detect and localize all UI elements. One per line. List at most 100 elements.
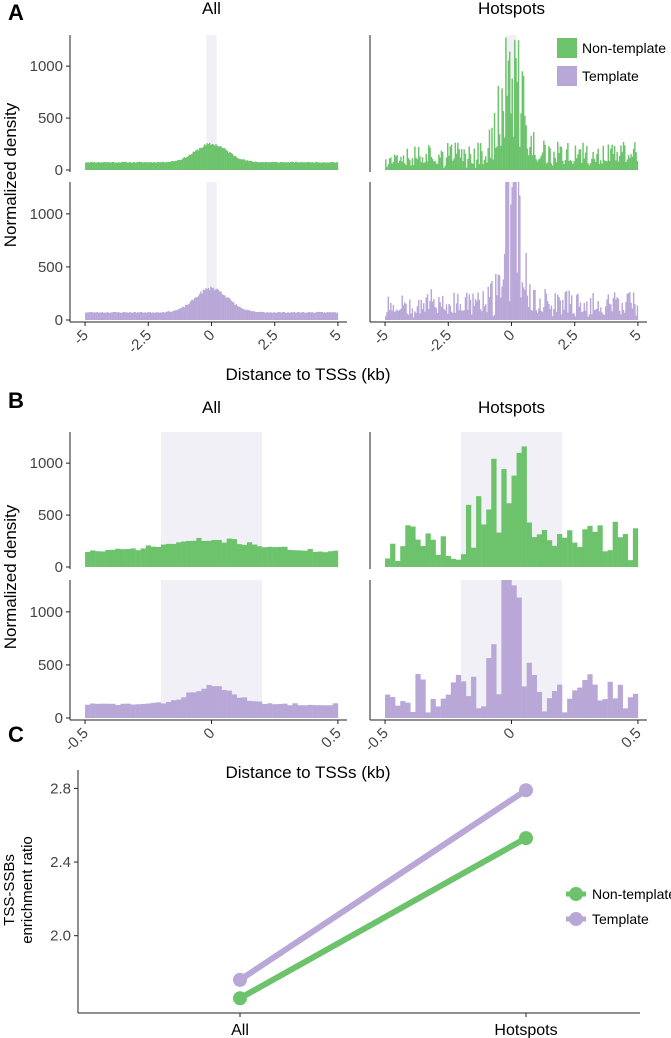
histogram-bar <box>573 313 575 320</box>
histogram-bar <box>591 158 593 170</box>
histogram-bar <box>531 674 537 718</box>
histogram-bar <box>597 525 603 567</box>
histogram-bar <box>224 148 226 170</box>
histogram-bar <box>435 554 441 567</box>
histogram-bar <box>334 162 336 170</box>
legend-label: Non-template <box>582 40 666 56</box>
x-tick-label: 5 <box>327 327 345 345</box>
histogram-bar <box>157 312 159 320</box>
histogram-bar <box>293 162 296 170</box>
histogram-bar <box>96 162 98 170</box>
histogram-bar <box>447 313 449 320</box>
histogram-bar <box>392 304 395 320</box>
histogram-bar <box>312 551 318 567</box>
histogram-bar <box>390 157 392 170</box>
histogram-bar <box>540 155 543 170</box>
histogram-bar <box>311 312 313 320</box>
histogram-bar <box>102 162 105 170</box>
histogram-bar <box>222 294 225 320</box>
histogram-bar <box>422 303 425 320</box>
histogram-bar <box>385 159 387 170</box>
histogram-bar <box>602 699 608 718</box>
histogram-bar <box>272 704 278 718</box>
histogram-bar <box>567 698 573 718</box>
histogram-bar <box>257 546 263 567</box>
histogram-bar <box>388 310 391 320</box>
histogram-bar <box>395 561 401 567</box>
histogram-bar <box>171 161 173 170</box>
histogram-bar <box>550 163 553 170</box>
histogram-bar <box>269 312 272 320</box>
histogram-bar <box>201 540 207 567</box>
histogram-bar <box>600 307 602 320</box>
histogram-bar <box>625 162 627 170</box>
histogram-bar <box>221 294 224 320</box>
histogram-bar <box>110 162 112 170</box>
histogram-bar <box>512 182 515 320</box>
histogram-bar <box>471 676 477 718</box>
x-axis-label: Distance to TSSs (kb) <box>225 365 390 384</box>
histogram-bar <box>505 182 507 320</box>
histogram-bar <box>426 294 429 320</box>
histogram-bar <box>257 162 259 170</box>
histogram-bar <box>155 312 158 320</box>
histogram-bar <box>572 542 578 567</box>
histogram-bar <box>330 162 332 170</box>
histogram-bar <box>226 538 232 567</box>
histogram-bar <box>257 701 263 718</box>
histogram-bar <box>262 162 264 170</box>
histogram-bar <box>105 550 111 567</box>
histogram-bar <box>534 155 536 170</box>
histogram-bar <box>524 115 526 170</box>
histogram-bar <box>521 71 524 170</box>
histogram-bar <box>267 546 273 567</box>
histogram-bar <box>264 162 267 170</box>
histogram-bar <box>410 313 412 320</box>
histogram-bar <box>317 311 320 320</box>
histogram-bar <box>119 312 121 320</box>
histogram-bar <box>155 546 162 567</box>
histogram-bar <box>400 546 406 567</box>
histogram-bar <box>179 159 182 170</box>
histogram-bar <box>229 152 231 170</box>
histogram-bar <box>469 299 472 320</box>
histogram-bar <box>415 157 417 170</box>
histogram-bar <box>235 156 237 170</box>
y-tick-label: 1000 <box>30 58 63 75</box>
histogram-bar <box>627 293 630 320</box>
histogram-bar <box>104 162 106 170</box>
histogram-bar <box>610 148 612 170</box>
histogram-bar <box>527 155 530 170</box>
histogram-bar <box>274 161 277 170</box>
histogram-bar <box>322 705 329 718</box>
histogram-bar <box>622 708 629 718</box>
histogram-bar <box>100 703 106 718</box>
facet-title-hotspots: Hotspots <box>478 0 545 18</box>
histogram-bar <box>503 137 506 170</box>
histogram-bar <box>264 312 267 320</box>
histogram-bar <box>422 162 425 170</box>
histogram-bar <box>278 162 280 170</box>
histogram-bar <box>468 146 470 170</box>
histogram-bar <box>287 312 289 320</box>
histogram-bar <box>608 303 611 320</box>
histogram-bar <box>115 312 117 320</box>
histogram-bar <box>231 539 237 567</box>
histogram-bar <box>551 165 554 170</box>
histogram-bar <box>297 705 303 718</box>
highlight-region <box>206 35 217 170</box>
data-point <box>519 783 533 798</box>
histogram-bar <box>157 161 159 170</box>
x-tick-label: -0.5 <box>62 725 92 755</box>
histogram-bar <box>325 162 327 170</box>
histogram-bar <box>178 159 181 170</box>
histogram-bar <box>526 662 532 718</box>
histogram-bar <box>297 312 299 320</box>
histogram-bar <box>186 692 192 718</box>
histogram-bar <box>310 312 312 320</box>
histogram-bar <box>622 141 625 170</box>
histogram-bar <box>160 544 167 567</box>
histogram-bar <box>402 305 405 320</box>
histogram-bar <box>318 311 321 320</box>
histogram-bar <box>569 303 572 320</box>
